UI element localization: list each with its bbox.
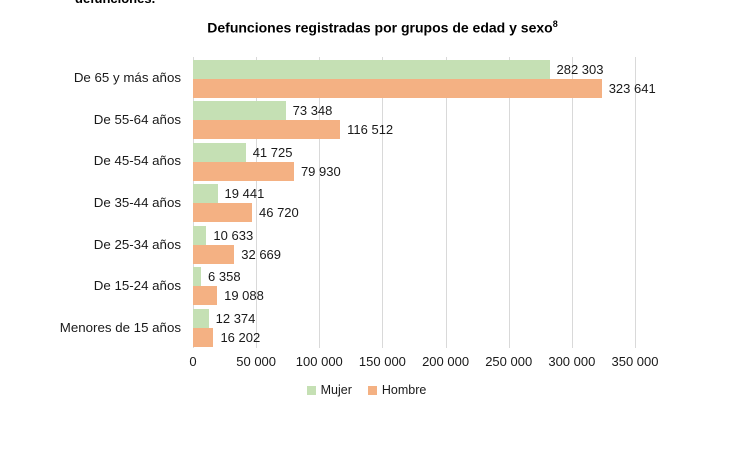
bar-hombre	[193, 203, 252, 223]
bar-mujer	[193, 101, 286, 121]
gridline	[382, 57, 384, 348]
x-tick-label: 100 000	[295, 354, 343, 369]
bar-hombre	[193, 120, 341, 140]
bar-value-label: 41 725	[252, 144, 293, 160]
x-tick-label: 250 000	[485, 354, 533, 369]
x-tick-label: 0	[189, 354, 197, 369]
x-tick-label: 150 000	[358, 354, 406, 369]
legend: Mujer Hombre	[0, 383, 733, 397]
plot-area: 282 303 323 641 73 348 116 512 41 725 79 930 1…	[193, 57, 656, 348]
gridline	[571, 57, 573, 348]
bar-value-label: 73 348	[292, 103, 333, 119]
bar-value-label: 10 633	[213, 227, 254, 243]
legend-label: Mujer	[320, 383, 352, 397]
legend-label: Hombre	[381, 383, 427, 397]
category-label: De 25-34 años	[93, 236, 181, 252]
bar-value-label: 116 512	[347, 122, 394, 138]
gridline	[635, 57, 636, 348]
gridline	[256, 57, 258, 348]
category-label: De 15-24 años	[93, 278, 181, 294]
category-label: De 45-54 años	[93, 153, 181, 169]
bar-mujer	[193, 59, 550, 79]
bar-value-label: 323 641	[608, 80, 656, 96]
x-tick-label: 350 000	[611, 354, 659, 369]
bar-value-label: 79 930	[300, 163, 341, 179]
x-tick-label: 200 000	[422, 354, 470, 369]
bar-hombre	[193, 78, 602, 98]
bar-value-label: 12 374	[215, 310, 256, 326]
legend-swatch-icon	[306, 385, 316, 395]
category-label: De 55-64 años	[93, 111, 181, 127]
bar-mujer	[193, 308, 209, 328]
bar-value-label: 19 441	[224, 186, 265, 202]
legend-swatch-icon	[367, 385, 377, 395]
category-label: Menores de 15 años	[59, 319, 181, 335]
bar-value-label: 6 358	[208, 269, 241, 285]
bar-mujer	[193, 225, 207, 245]
legend-item-mujer: Mujer	[306, 383, 352, 397]
legend-item-hombre: Hombre	[367, 383, 427, 397]
clipped-paragraph-text: defunciones.	[75, 0, 155, 6]
chart-title-footnote-marker: 8	[552, 19, 558, 29]
bar-mujer	[193, 142, 246, 162]
bar-mujer	[193, 184, 218, 204]
bar-value-label: 282 303	[556, 61, 604, 77]
x-tick-label: 300 000	[548, 354, 596, 369]
bar-value-label: 16 202	[220, 329, 261, 345]
gridline	[445, 57, 447, 348]
bar-value-label: 19 088	[224, 288, 264, 304]
category-label: De 65 y más años	[73, 70, 181, 86]
bar-hombre	[193, 327, 214, 347]
gridline	[319, 57, 321, 348]
bar-hombre	[193, 161, 294, 181]
bar-value-label: 32 669	[241, 246, 282, 262]
bar-value-label: 46 720	[259, 205, 299, 221]
bar-hombre	[193, 286, 218, 306]
chart-title-text: Defunciones registradas por grupos de ed…	[207, 19, 553, 36]
bar-hombre	[193, 244, 235, 264]
x-tick-label: 50 000	[236, 354, 277, 369]
gridline	[508, 57, 510, 348]
category-label: De 35-44 años	[93, 194, 181, 210]
bar-mujer	[193, 267, 202, 287]
chart-title: Defunciones registradas por grupos de ed…	[0, 19, 733, 36]
